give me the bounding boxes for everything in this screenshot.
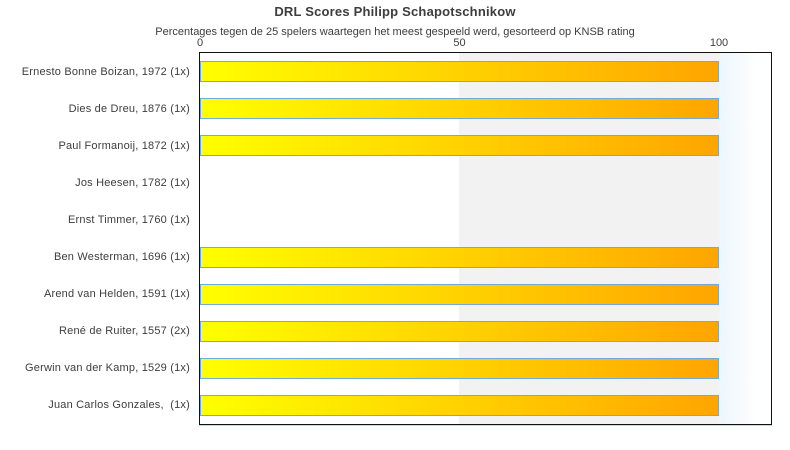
bar [200,61,719,83]
category-label: Paul Formanoij, 1872 (1x) [58,139,190,152]
category-label: René de Ruiter, 1557 (2x) [59,325,190,338]
bar [200,394,719,416]
x-tick-label: 50 [453,37,466,49]
bar [200,246,719,268]
bar-row [200,350,771,387]
bar [200,135,719,157]
category-label: Juan Carlos Gonzales, (1x) [48,399,190,412]
chart-title: DRL Scores Philipp Schapotschnikow [274,4,516,19]
bar-row [200,276,771,313]
x-tick-label: 100 [709,37,729,49]
bar-rows [200,53,771,424]
plot-area [199,52,772,425]
chart-subtitle: Percentages tegen de 25 spelers waartege… [155,26,635,38]
category-label: Jos Heesen, 1782 (1x) [75,176,190,189]
x-axis-baseline [199,425,772,426]
bar [200,320,719,342]
category-label: Ernst Timmer, 1760 (1x) [68,213,190,226]
category-label: Gerwin van der Kamp, 1529 (1x) [25,362,190,375]
bar-row [200,53,771,90]
x-axis-ticks: 0 50 100 [0,37,790,50]
bar-row [200,313,771,350]
bar-row [200,90,771,127]
bar-row [200,238,771,275]
category-label: Ben Westerman, 1696 (1x) [53,251,190,264]
category-label: Arend van Helden, 1591 (1x) [43,288,190,301]
x-tick-label: 0 [196,37,204,49]
bar [200,283,719,305]
bar-row [200,201,771,238]
bar-row [200,387,771,424]
bar-row [200,127,771,164]
category-labels: Ernesto Bonne Boizan, 1972 (1x) Dies de D… [0,53,190,424]
bar [200,98,719,120]
category-label: Ernesto Bonne Boizan, 1972 (1x) [21,65,190,78]
bar [200,357,719,379]
category-label: Dies de Dreu, 1876 (1x) [68,102,190,115]
bar-row [200,164,771,201]
